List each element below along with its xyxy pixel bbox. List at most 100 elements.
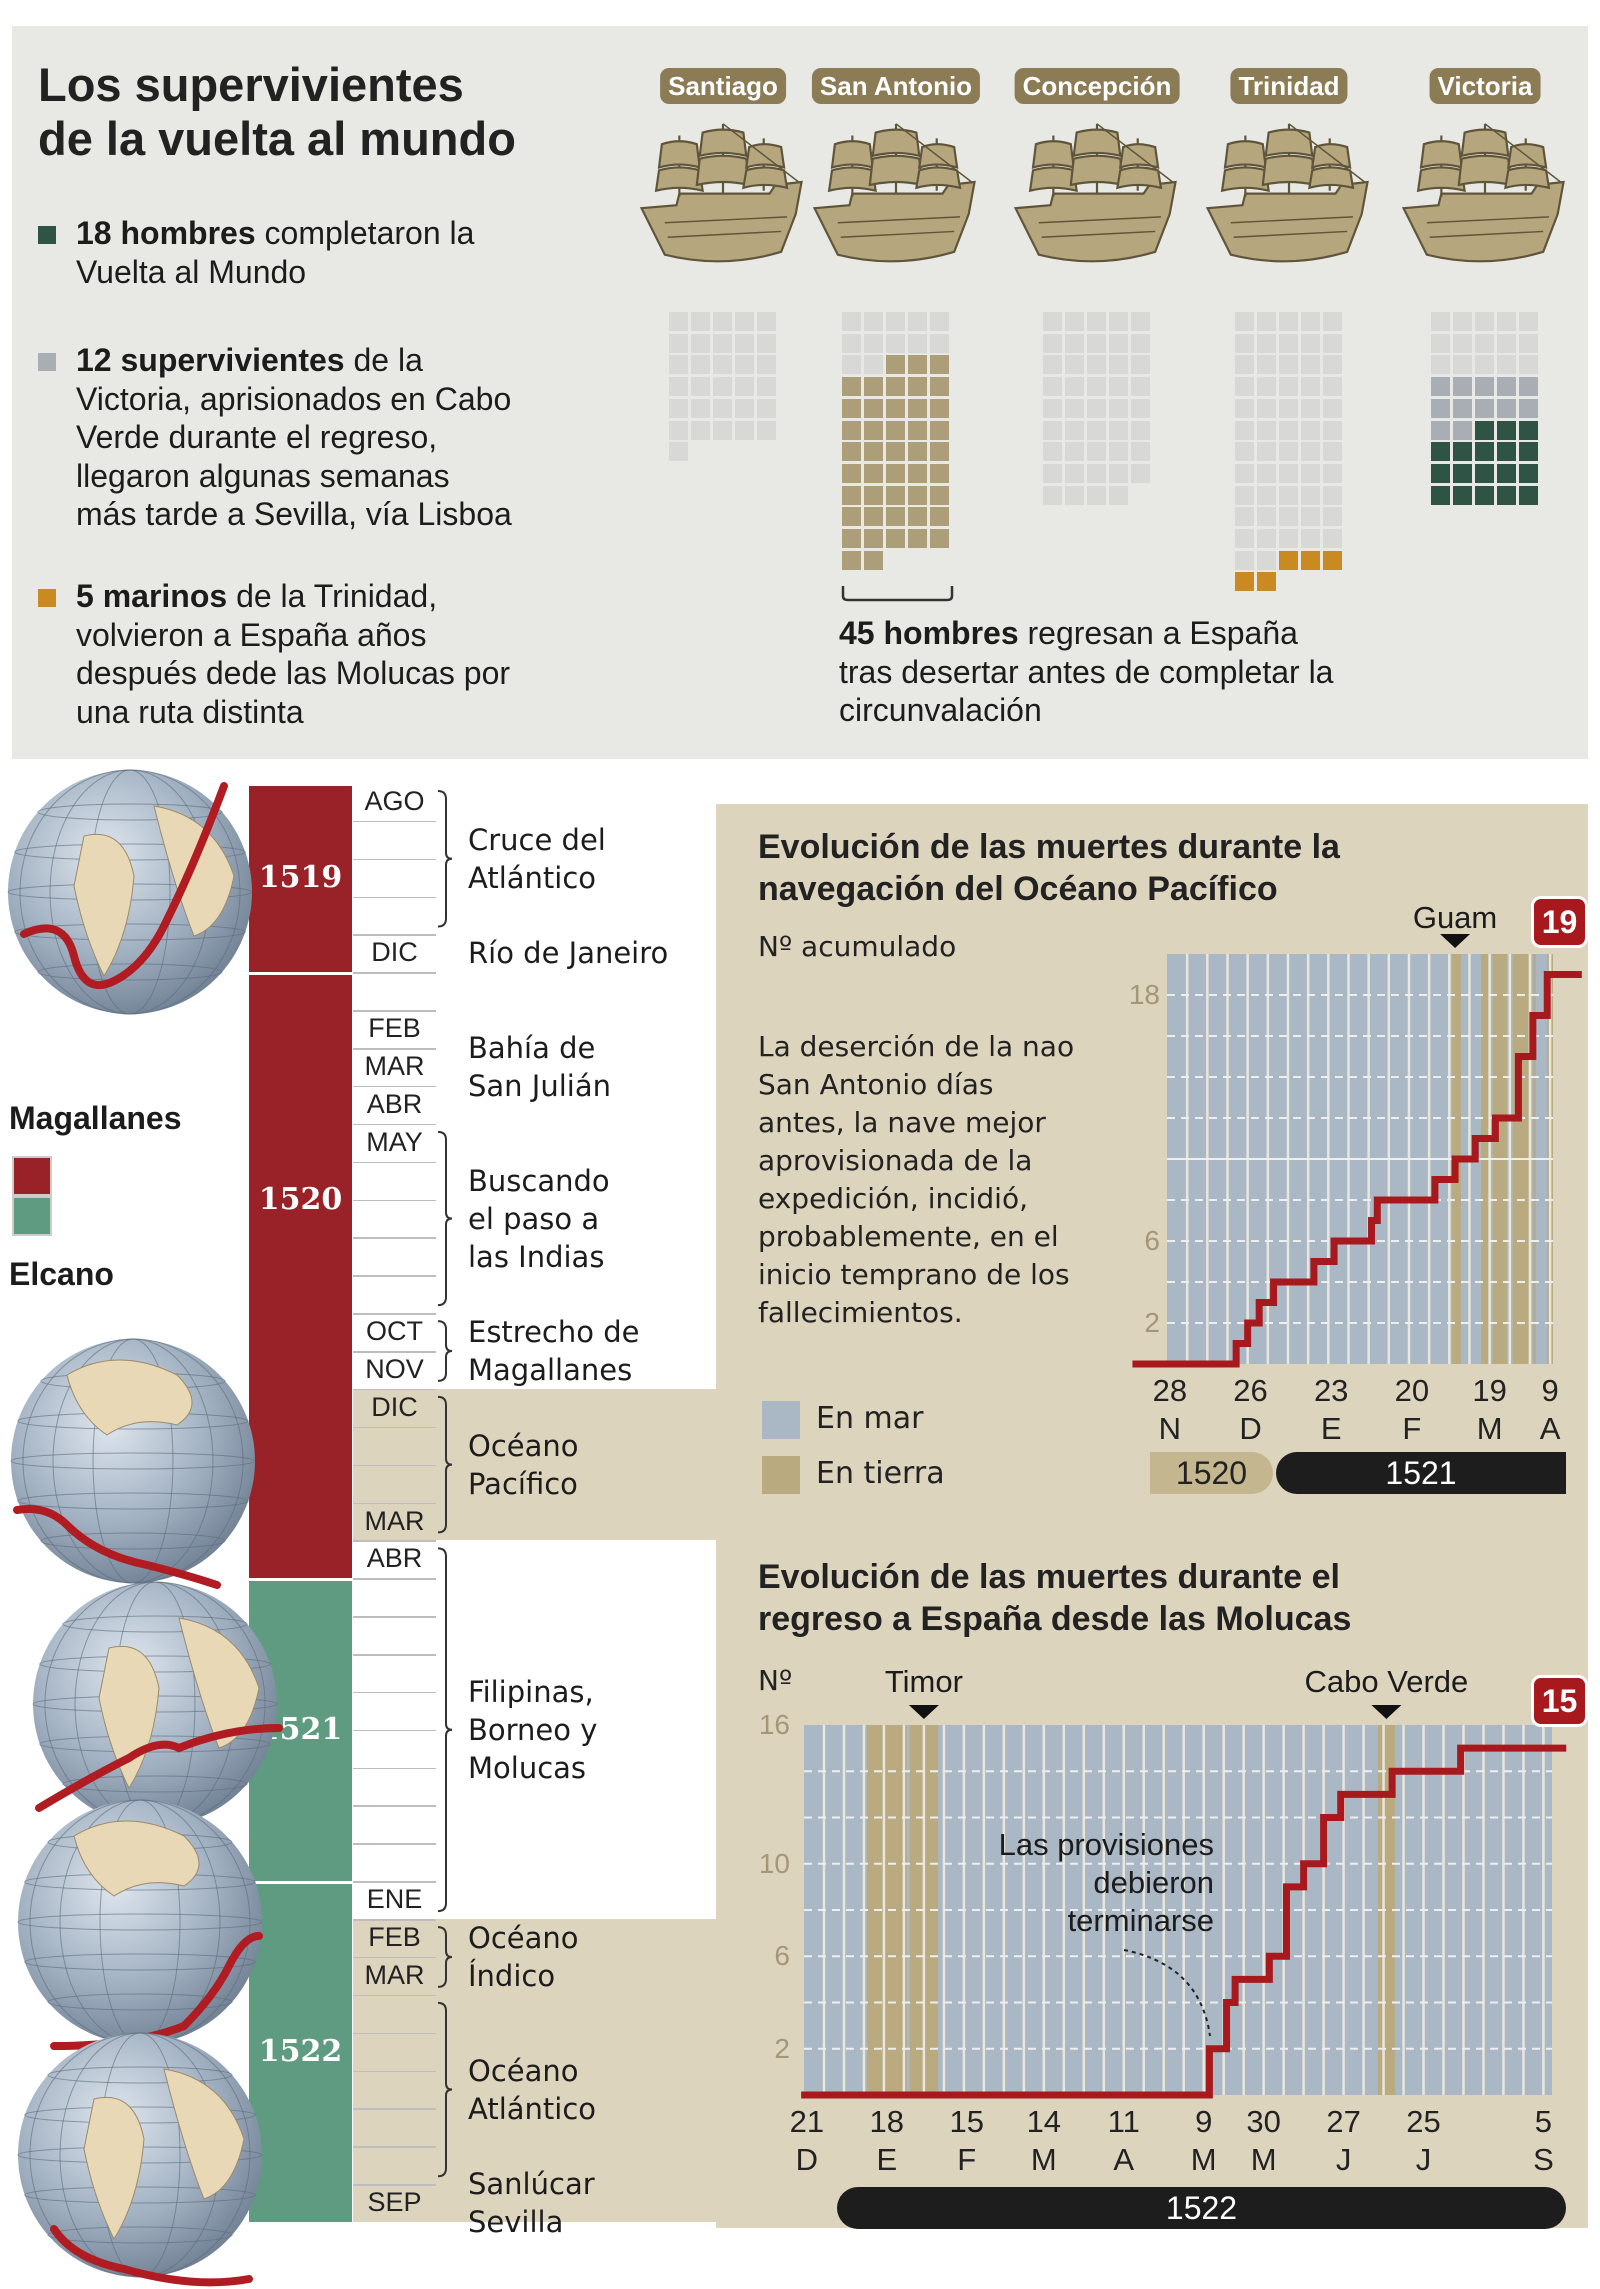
crew-member-cell: [842, 485, 861, 505]
crew-member-cell: [908, 420, 927, 440]
month-label: FEB: [368, 1013, 421, 1044]
y-tick-label: 2: [774, 2032, 790, 2064]
crew-member-cell: [669, 355, 688, 375]
crew-member-cell: [1453, 333, 1472, 353]
crew-member-cell: [908, 398, 927, 418]
crew-member-cell: [1043, 463, 1062, 483]
note-line: La deserción de la nao: [758, 1030, 1075, 1063]
crew-member-cell: [1301, 398, 1320, 418]
crew-member-cell: [1109, 420, 1128, 440]
month-divider: [353, 934, 436, 936]
event-bracket: [437, 1926, 453, 1988]
month-label: AGO: [364, 786, 425, 816]
crew-member-cell: [1279, 463, 1298, 483]
crew-member-cell: [864, 398, 883, 418]
month-divider: [353, 1881, 436, 1883]
bullet-line: una ruta distinta: [76, 693, 304, 730]
route-line: [35, 1724, 283, 1812]
y-axis-label: Nº: [758, 1664, 793, 1697]
timeline-event: Río de Janeiro: [468, 934, 668, 972]
sea-band: [353, 1994, 716, 2185]
event-bracket: [437, 2001, 453, 2178]
crew-member-cell: [1497, 420, 1516, 440]
event-bracket: [437, 1130, 453, 1307]
crew-member-cell: [1301, 463, 1320, 483]
place-marker-label: Guam: [1412, 900, 1498, 935]
legend-elcano: Elcano: [9, 1256, 114, 1292]
event-line: Borneo y: [468, 1712, 598, 1747]
crew-member-cell: [669, 398, 688, 418]
timeline-event: Buscando el paso a las Indias: [468, 1162, 610, 1276]
ship-icon: [808, 118, 984, 278]
crew-member-cell: [886, 398, 905, 418]
crew-member-cell: [1043, 312, 1062, 331]
crew-member-cell: [930, 377, 949, 397]
bullet-bold: 5 marinos: [76, 578, 228, 614]
crew-member-cell: [1131, 442, 1150, 462]
chart-title-line: navegación del Océano Pacífico: [758, 870, 1278, 908]
crew-member-cell: [864, 550, 883, 570]
month-divider: [353, 1313, 436, 1315]
timeline-event: Cruce del Atlántico: [468, 821, 606, 897]
chart-title-line: Evolución de las muertes durante el: [758, 1558, 1340, 1596]
crew-member-cell: [713, 355, 732, 375]
crew-member-cell: [886, 485, 905, 505]
crew-member-cell: [864, 312, 883, 331]
bullet-line: más tarde a Sevilla, vía Lisboa: [76, 496, 512, 532]
bullet-swatch: [38, 226, 56, 244]
crew-member-cell: [1453, 442, 1472, 462]
crew-member-cell: [1301, 507, 1320, 527]
month-label: DIC: [371, 937, 418, 968]
crew-member-cell: [1087, 442, 1106, 462]
month-label: NOV: [365, 1354, 424, 1385]
crew-member-cell: [908, 485, 927, 505]
crew-member-cell: [886, 377, 905, 397]
crew-member-cell: [1065, 312, 1084, 331]
crew-member-cell: [1257, 442, 1276, 462]
legend-magallanes-swatch: [12, 1156, 52, 1196]
month-label: SEP: [367, 2187, 422, 2218]
crew-member-cell: [1497, 463, 1516, 483]
legend-label: En mar: [816, 1401, 924, 1436]
month-divider: [353, 1729, 436, 1732]
ship-name-label: Concepción: [1014, 68, 1180, 104]
x-tick-month: A: [1113, 2142, 1135, 2177]
crew-member-cell: [1109, 333, 1128, 353]
crew-member-cell: [1235, 572, 1254, 592]
y-tick-label: 18: [1128, 979, 1160, 1010]
crew-member-cell: [713, 420, 732, 440]
month-divider: [353, 1388, 436, 1391]
crew-member-cell: [1043, 420, 1062, 440]
month-divider: [353, 2184, 436, 2186]
event-line: Buscando: [468, 1163, 610, 1198]
note-line: aprovisionada de la: [758, 1144, 1033, 1177]
y-tick-label: 2: [1144, 1307, 1160, 1338]
x-tick-day: 11: [1107, 2104, 1140, 2139]
legend-elcano-swatch: [12, 1196, 52, 1236]
crew-member-cell: [735, 398, 754, 418]
crew-member-cell: [1131, 398, 1150, 418]
crew-member-cell: [757, 420, 776, 440]
crew-member-cell: [842, 420, 861, 440]
crew-member-cell: [1431, 312, 1450, 331]
crew-member-cell: [1323, 398, 1342, 418]
crew-member-cell: [1453, 398, 1472, 418]
x-tick-day: 15: [949, 2104, 984, 2139]
bullet-text: 5 marinos de la Trinidad, volvieron a Esp…: [76, 577, 596, 731]
crew-member-cell: [1087, 463, 1106, 483]
crew-member-cell: [1323, 355, 1342, 375]
event-line: Filipinas,: [468, 1674, 594, 1709]
total-deaths-badge: 19: [1531, 896, 1588, 948]
crew-member-cell: [1475, 398, 1494, 418]
crew-member-cell: [1431, 398, 1450, 418]
timeline-event: Bahía de San Julián: [468, 1029, 611, 1105]
crew-member-cell: [1065, 398, 1084, 418]
crew-member-cell: [1475, 377, 1494, 397]
crew-member-cell: [691, 333, 710, 353]
y-tick-label: 6: [774, 1940, 790, 1972]
crew-member-cell: [1431, 485, 1450, 505]
x-tick-month: J: [1335, 2142, 1352, 2177]
crew-member-cell: [735, 377, 754, 397]
crew-member-cell: [886, 420, 905, 440]
crew-member-cell: [713, 333, 732, 353]
